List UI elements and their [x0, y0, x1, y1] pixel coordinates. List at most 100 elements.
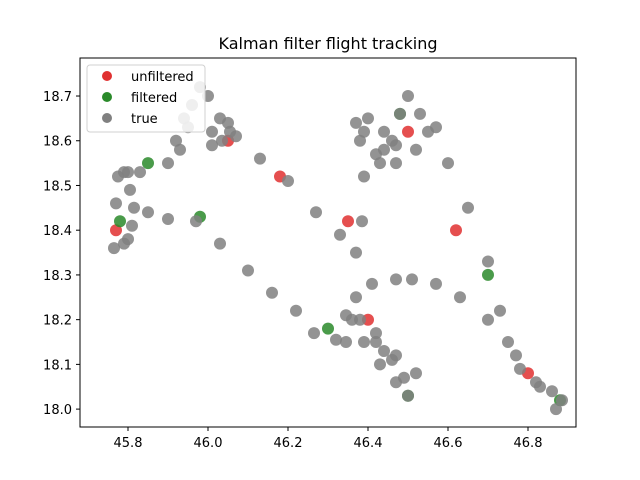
- y-tick-label: 18.2: [43, 314, 72, 329]
- point-true: [370, 327, 382, 340]
- point-filtered: [114, 215, 126, 228]
- x-axis: 45.8 46.0 46.2 46.4 46.6 46.8: [114, 427, 542, 451]
- point-true: [206, 125, 218, 138]
- point-true: [142, 206, 154, 219]
- point-true: [362, 112, 374, 125]
- point-unfiltered: [450, 224, 462, 237]
- point-true: [356, 215, 368, 228]
- point-true: [206, 139, 218, 152]
- point-true: [494, 304, 506, 317]
- y-tick-label: 18.3: [43, 269, 72, 284]
- point-true: [454, 291, 466, 304]
- point-true: [556, 394, 568, 407]
- point-true: [214, 112, 226, 125]
- point-true: [128, 201, 140, 214]
- point-true: [122, 166, 134, 179]
- point-true: [402, 90, 414, 102]
- point-true: [482, 255, 494, 268]
- legend-label-true: true: [131, 112, 158, 127]
- point-true: [334, 228, 346, 241]
- point-true: [374, 358, 386, 371]
- y-axis: 18.0 18.1 18.2 18.3 18.4 18.5 18.6 18.7: [43, 90, 80, 418]
- x-tick-label: 45.8: [114, 436, 143, 451]
- point-true: [482, 313, 494, 326]
- x-tick-label: 46.0: [194, 436, 223, 451]
- legend-label-unfiltered: unfiltered: [131, 70, 194, 85]
- x-tick-label: 46.6: [434, 436, 463, 451]
- x-tick-label: 46.4: [354, 436, 383, 451]
- point-true: [308, 327, 320, 340]
- chart-title: Kalman filter flight tracking: [218, 34, 437, 53]
- point-true: [346, 313, 358, 326]
- point-true: [378, 345, 390, 357]
- point-true: [422, 125, 434, 138]
- y-tick-label: 18.5: [43, 179, 72, 194]
- point-true: [190, 215, 202, 228]
- point-true: [214, 237, 226, 250]
- point-true: [162, 157, 174, 170]
- point-true: [282, 175, 294, 187]
- point-true: [266, 286, 278, 299]
- point-true: [350, 291, 362, 304]
- point-true: [390, 139, 402, 152]
- point-true: [370, 336, 382, 348]
- point-true: [110, 197, 122, 210]
- point-true: [414, 107, 426, 120]
- y-tick-label: 18.4: [43, 224, 72, 239]
- point-filtered: [482, 268, 494, 281]
- legend-label-filtered: filtered: [131, 91, 177, 106]
- point-true: [216, 134, 228, 147]
- point-true: [378, 143, 390, 156]
- point-true: [254, 152, 266, 165]
- legend-marker-true: [102, 113, 112, 123]
- point-true: [394, 107, 406, 120]
- point-true: [390, 273, 402, 286]
- legend-marker-filtered: [102, 92, 112, 102]
- point-true: [462, 201, 474, 214]
- legend-marker-unfiltered: [102, 71, 112, 81]
- point-true: [514, 362, 526, 375]
- x-tick-label: 46.2: [274, 436, 303, 451]
- y-tick-label: 18.0: [43, 403, 72, 418]
- y-tick-label: 18.1: [43, 358, 72, 373]
- point-unfiltered: [342, 215, 354, 228]
- point-true: [402, 389, 414, 402]
- y-tick-label: 18.6: [43, 135, 72, 150]
- point-true: [358, 336, 370, 348]
- point-true: [406, 273, 418, 286]
- legend: unfiltered filtered true: [86, 64, 206, 133]
- point-unfiltered: [402, 125, 414, 138]
- point-true: [410, 143, 422, 156]
- point-true: [174, 143, 186, 156]
- point-true: [310, 206, 322, 219]
- point-true: [134, 166, 146, 179]
- point-true: [350, 116, 362, 129]
- point-true: [358, 170, 370, 183]
- y-tick-label: 18.7: [43, 90, 72, 105]
- point-true: [374, 157, 386, 170]
- point-true: [358, 125, 370, 138]
- point-true: [378, 125, 390, 138]
- point-true: [430, 277, 442, 290]
- point-true: [224, 125, 236, 138]
- point-true: [442, 157, 454, 170]
- point-true: [350, 246, 362, 259]
- point-true: [340, 336, 352, 348]
- point-true: [242, 264, 254, 277]
- legend-box: [86, 64, 206, 133]
- point-true: [108, 242, 120, 255]
- point-true: [124, 183, 136, 196]
- point-true: [546, 385, 558, 398]
- point-true: [366, 277, 378, 290]
- point-true: [126, 219, 138, 232]
- point-filtered: [142, 157, 154, 170]
- point-true: [550, 403, 562, 416]
- point-true: [330, 333, 342, 346]
- point-filtered: [322, 322, 334, 335]
- point-true: [162, 213, 174, 225]
- point-true: [534, 380, 546, 393]
- point-true: [170, 134, 182, 147]
- point-true: [502, 336, 514, 348]
- point-true: [290, 304, 302, 317]
